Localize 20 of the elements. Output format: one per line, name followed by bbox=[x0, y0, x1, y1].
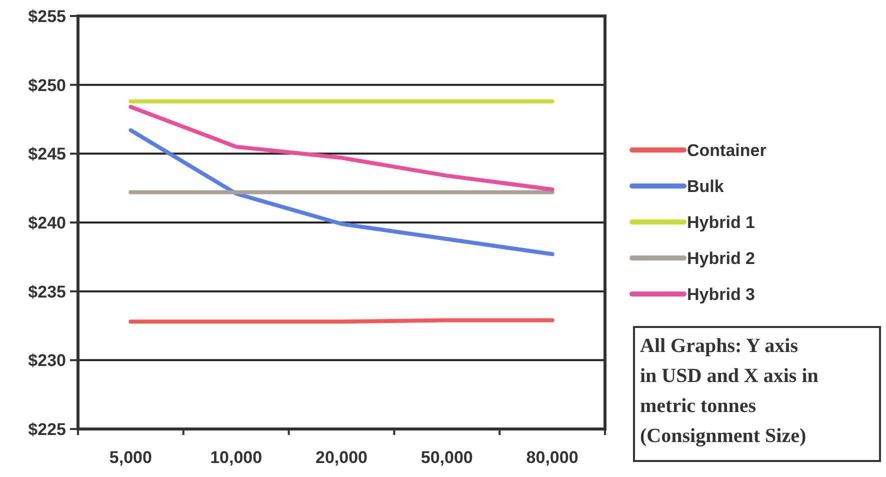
x-tick-label: 50,000 bbox=[420, 448, 473, 467]
legend-label: Hybrid 2 bbox=[687, 248, 756, 268]
x-tick-label: 10,000 bbox=[210, 448, 262, 467]
legend-label: Hybrid 1 bbox=[687, 212, 756, 232]
y-tick-label: $240 bbox=[28, 213, 66, 232]
legend-label: Hybrid 3 bbox=[687, 284, 756, 304]
x-tick-label: 20,000 bbox=[316, 448, 368, 467]
y-tick-label: $255 bbox=[28, 6, 66, 26]
legend-label: Container bbox=[687, 140, 767, 160]
line-series bbox=[128, 104, 554, 192]
line-series bbox=[128, 128, 554, 256]
y-tick-label: $225 bbox=[28, 420, 66, 439]
y-tick-label: $250 bbox=[28, 76, 66, 95]
x-tick-label: 80,000 bbox=[526, 448, 578, 467]
y-tick-label: $235 bbox=[28, 282, 66, 302]
y-tick-label: $230 bbox=[28, 351, 66, 370]
legend-label: Bulk bbox=[687, 176, 724, 196]
text: All Graphs: Y axis in USD and X axis in metric tonnes (Consignment Size) bbox=[640, 335, 818, 447]
x-tick-label: 5,000 bbox=[109, 448, 152, 467]
y-tick-label: $245 bbox=[28, 144, 66, 164]
